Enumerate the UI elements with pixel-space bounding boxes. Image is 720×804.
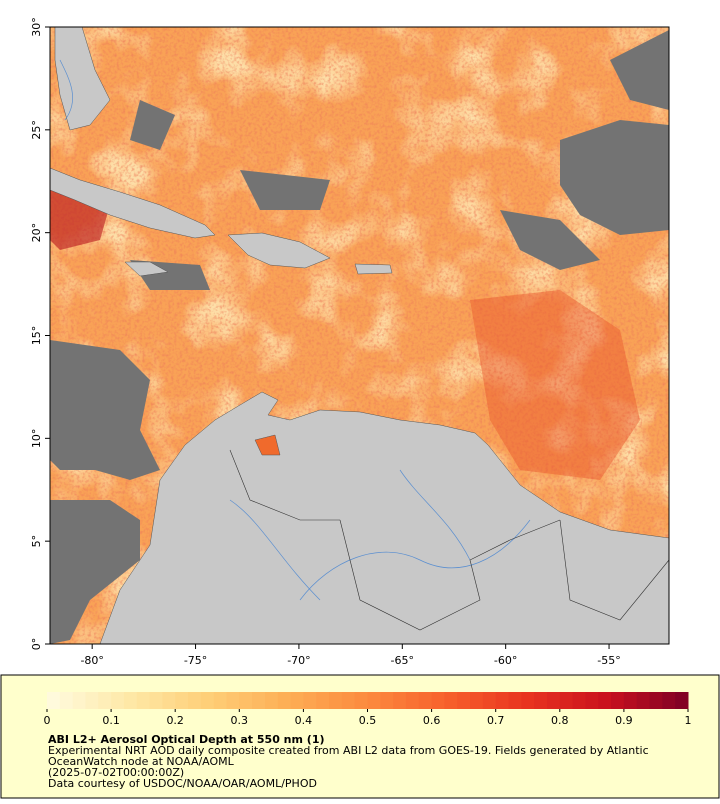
colorbar-cell: [329, 692, 343, 709]
colorbar-cell: [482, 692, 497, 709]
colorbar-tick-label: 0.6: [423, 714, 441, 727]
colorbar-cell: [316, 692, 330, 709]
colorbar-tick-label: 0.2: [166, 714, 184, 727]
colorbar-cell: [136, 692, 151, 709]
colorbar-tick-label: 1: [685, 714, 692, 727]
colorbar-tick-label: 0.5: [359, 714, 377, 727]
colorbar-cell: [123, 692, 138, 709]
colorbar-cell: [611, 692, 625, 709]
y-tick-label: 20°: [30, 223, 43, 243]
colorbar-cell: [213, 692, 227, 709]
colorbar-cell: [98, 692, 112, 709]
colorbar-cell: [444, 692, 458, 709]
colorbar-cell: [59, 692, 74, 709]
colorbar-cell: [598, 692, 612, 709]
colorbar-tick-label: 0: [44, 714, 51, 727]
colorbar-cell: [559, 692, 574, 709]
colorbar-cell: [111, 692, 125, 709]
legend-line: Data courtesy of USDOC/NOAA/OAR/AOML/PHO…: [48, 777, 317, 790]
colorbar-cell: [508, 692, 522, 709]
colorbar-cell: [149, 692, 163, 709]
colorbar-cell: [162, 692, 176, 709]
colorbar-cell: [405, 692, 420, 709]
y-tick-label: 5°: [30, 535, 43, 548]
colorbar-cell: [431, 692, 445, 709]
colorbar-cell: [546, 692, 561, 709]
legend-line: OceanWatch node at NOAA/AOML: [48, 755, 235, 768]
colorbar-cell: [636, 692, 651, 709]
colorbar-tick-label: 0.9: [615, 714, 633, 727]
y-tick-label: 25°: [30, 120, 43, 140]
colorbar-cell: [585, 692, 599, 709]
colorbar-cell: [380, 692, 394, 709]
colorbar-cell: [188, 692, 202, 709]
colorbar-tick-label: 0.1: [102, 714, 120, 727]
legend-title: ABI L2+ Aerosol Optical Depth at 550 nm …: [48, 733, 325, 746]
colorbar-tick-label: 0.3: [231, 714, 249, 727]
colorbar-cell: [534, 692, 548, 709]
colorbar-cell: [662, 692, 676, 709]
colorbar-tick-label: 0.4: [295, 714, 313, 727]
colorbar-tick-label: 0.7: [487, 714, 505, 727]
colorbar-cell: [572, 692, 586, 709]
colorbar-cell: [393, 692, 407, 709]
colorbar-cell: [470, 692, 484, 709]
x-tick-label: -80°: [80, 654, 103, 667]
colorbar-cell: [226, 692, 240, 709]
x-tick-label: -55°: [597, 654, 620, 667]
colorbar-cell: [72, 692, 86, 709]
colorbar-cell: [495, 692, 510, 709]
colorbar-cell: [649, 692, 663, 709]
colorbar-cell: [200, 692, 215, 709]
legend-line: Experimental NRT AOD daily composite cre…: [48, 744, 649, 757]
colorbar-cell: [521, 692, 535, 709]
y-tick-label: 0°: [30, 638, 43, 651]
map-image: [50, 27, 669, 644]
legend-line: (2025-07-02T00:00:00Z): [48, 766, 184, 779]
colorbar-cell: [85, 692, 99, 709]
y-tick-label: 30°: [30, 17, 43, 37]
colorbar-cell: [264, 692, 279, 709]
colorbar-cell: [367, 692, 381, 709]
colorbar-cell: [290, 692, 304, 709]
x-tick-label: -75°: [184, 654, 207, 667]
colorbar-cell: [252, 692, 266, 709]
colorbar-cell: [303, 692, 317, 709]
y-tick-label: 15°: [30, 326, 43, 346]
colorbar-cell: [239, 692, 253, 709]
y-tick-label: 10°: [30, 429, 43, 449]
colorbar-tick-label: 0.8: [551, 714, 569, 727]
colorbar-cell: [47, 692, 61, 709]
x-tick-label: -70°: [287, 654, 310, 667]
x-tick-label: -60°: [494, 654, 517, 667]
colorbar-cell: [341, 692, 356, 709]
colorbar-cell: [277, 692, 292, 709]
x-tick-label: -65°: [391, 654, 414, 667]
colorbar-cell: [623, 692, 638, 709]
colorbar-cell: [675, 692, 689, 709]
colorbar-cell: [175, 692, 189, 709]
colorbar-cell: [354, 692, 368, 709]
colorbar-cell: [418, 692, 433, 709]
colorbar-cell: [457, 692, 471, 709]
